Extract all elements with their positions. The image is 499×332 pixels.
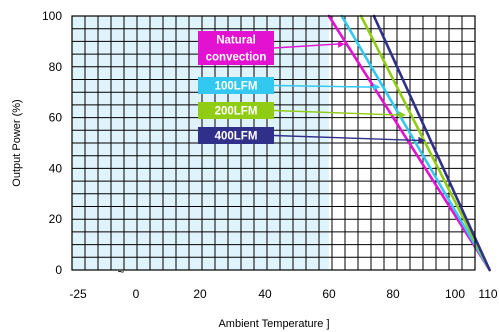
x-tick-label: 40 xyxy=(258,287,272,301)
y-tick-label: 0 xyxy=(55,263,62,277)
y-axis-label: Output Power (%) xyxy=(11,99,23,186)
y-tick-labels: 0 20 40 60 80 100 xyxy=(42,9,62,277)
x-tick-label: -25 xyxy=(69,287,87,301)
annotation-arrowhead-2 xyxy=(398,111,407,119)
y-tick-label: 40 xyxy=(49,161,63,175)
legend-box-3 xyxy=(198,127,274,144)
legend-boxes: Natural convection 100LFM 200LFM 400LFM xyxy=(198,31,274,144)
annotation-arrows xyxy=(273,40,426,144)
x-tick-label: 0 xyxy=(133,287,140,301)
x-tick-label: 110 xyxy=(478,287,497,301)
x-tick-label: 100 xyxy=(445,287,465,301)
annotation-arrowhead-0 xyxy=(337,40,345,48)
x-tick-label: 60 xyxy=(322,287,336,301)
x-axis-label: Ambient Temperature ] xyxy=(218,318,329,330)
series-lines xyxy=(327,14,491,272)
x-tick-labels: -25 0 20 40 60 80 100 110 xyxy=(69,287,498,301)
legend-label-1: 100LFM xyxy=(215,81,258,93)
series-line-2 xyxy=(359,14,491,272)
legend-box-2 xyxy=(198,102,274,119)
legend-label-0: convection xyxy=(206,52,267,64)
x-tick-label: 20 xyxy=(193,287,207,301)
legend-box-1 xyxy=(198,77,274,94)
axis-break-mark: ~ xyxy=(117,265,124,279)
x-tick-label: 80 xyxy=(386,287,400,301)
grid-lines xyxy=(71,15,476,271)
y-tick-label: 100 xyxy=(42,9,62,23)
legend-box-0 xyxy=(198,31,274,65)
legend-label-3: 400LFM xyxy=(215,131,258,143)
annotation-arrow-3 xyxy=(273,134,420,142)
annotation-arrow-1 xyxy=(273,84,375,88)
series-line-3 xyxy=(372,14,491,272)
legend-label-2: 200LFM xyxy=(215,106,258,118)
annotation-arrowhead-3 xyxy=(418,136,426,144)
annotation-arrowhead-1 xyxy=(373,83,381,91)
series-line-1 xyxy=(340,14,491,272)
plot-frame xyxy=(71,15,476,271)
annotation-arrow-0 xyxy=(273,43,340,49)
y-tick-label: 20 xyxy=(49,212,63,226)
y-tick-label: 80 xyxy=(49,60,63,74)
annotation-arrow-2 xyxy=(273,109,401,116)
legend-label-0: Natural xyxy=(216,35,256,47)
y-tick-label: 60 xyxy=(49,111,63,125)
series-line-0 xyxy=(327,14,491,272)
